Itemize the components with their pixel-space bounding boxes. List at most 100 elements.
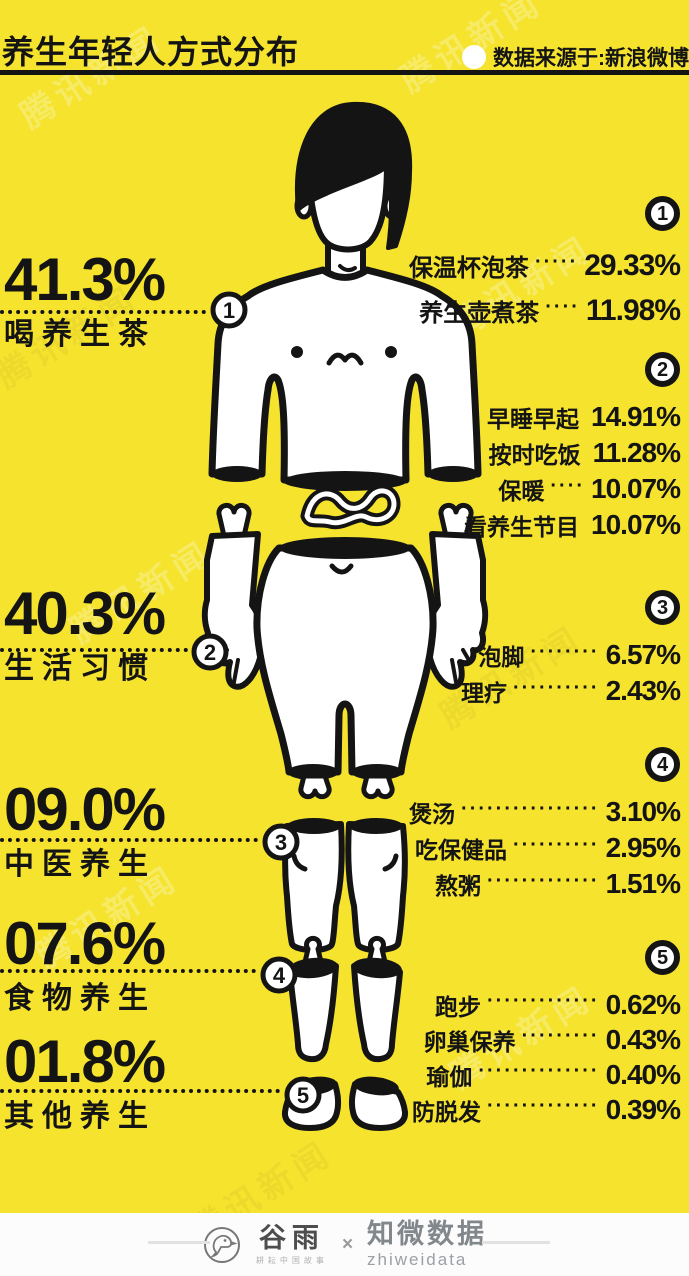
head: [294, 101, 413, 253]
breakdown-row: 养生壶煮茶 ···· 11.98%: [378, 288, 681, 333]
stat-block-habits: 40.3% 生活习惯: [4, 580, 166, 685]
row-value: 3.10%: [605, 796, 681, 827]
row-dots: ····: [550, 474, 586, 497]
row-dots: ·············: [487, 1095, 600, 1117]
source-bullet-icon: [462, 45, 486, 69]
row-value: 0.62%: [605, 988, 681, 1020]
stat-block-tea: 41.3% 喝养生茶: [4, 246, 166, 351]
guyu-tagline: 耕耘中国故事: [255, 1255, 328, 1265]
breakdown-row: 瑜伽 ·············· 0.40%: [378, 1057, 681, 1092]
stat-percent: 07.6%: [4, 910, 166, 977]
breakdown-row: 煲汤 ················ 3.10%: [378, 794, 681, 830]
title-divider: [0, 70, 689, 75]
stat-category: 其他养生: [4, 1100, 156, 1133]
stat-percent: 40.3%: [4, 580, 166, 647]
row-label: 理疗: [460, 680, 507, 706]
breakdown-row: 早睡早起 14.91%: [378, 399, 681, 435]
leader-line-3: [0, 838, 258, 842]
guyu-logo-text: 谷雨: [258, 1222, 325, 1254]
row-value: 0.40%: [605, 1058, 681, 1090]
row-label: 卵巢保养: [423, 1028, 516, 1055]
row-label: 早睡早起: [487, 406, 580, 432]
data-source: 数据来源于:新浪微博: [462, 42, 689, 72]
stat-percent: 01.8%: [4, 1028, 166, 1095]
collab-x-separator: ×: [341, 1233, 354, 1255]
guyu-bird-logo-icon: [203, 1226, 240, 1263]
stat-category: 食物养生: [4, 982, 156, 1015]
footer-divider-left: [148, 1241, 210, 1244]
row-dots: ················: [461, 797, 600, 820]
row-value: 14.91%: [591, 401, 681, 432]
body-marker-4: 4: [260, 956, 298, 994]
stat-block-other: 01.8% 其他养生: [4, 1028, 166, 1133]
breakdown-row: 熬粥 ············· 1.51%: [378, 866, 681, 902]
row-label: 看养生节目: [464, 514, 580, 540]
row-dots: ··········: [512, 833, 600, 856]
right-foot: [348, 1076, 408, 1131]
zhiweidata-logo-text: 知微数据: [367, 1219, 488, 1249]
row-dots: ········: [530, 640, 600, 663]
stat-category: 生活习惯: [4, 652, 156, 685]
row-label: 保温杯泡茶: [408, 255, 529, 282]
stat-block-food: 07.6% 食物养生: [4, 910, 166, 1015]
pelvis-thighs: [253, 537, 437, 800]
row-label: 泡脚: [478, 644, 525, 670]
hair: [295, 101, 413, 250]
row-value: 6.57%: [605, 639, 681, 670]
row-dots: ··········: [512, 676, 600, 699]
svg-text:4: 4: [273, 963, 286, 988]
breakdown-row: 理疗 ·········· 2.43%: [378, 673, 681, 709]
row-label: 煲汤: [409, 801, 456, 827]
leader-line-2: [0, 648, 188, 652]
group-number-badge: 5: [645, 940, 680, 975]
svg-text:2: 2: [204, 640, 216, 665]
row-value: 11.98%: [585, 293, 681, 327]
left-shin: [287, 935, 339, 1063]
zhiweidata-logo-block: 知微数据 zhiweidata: [367, 1219, 488, 1269]
row-value: 2.95%: [605, 832, 681, 863]
stat-percent: 41.3%: [4, 246, 166, 313]
breakdown-group-4: 4 煲汤 ················ 3.10% 吃保健品 ·······…: [378, 747, 681, 902]
breakdown-row: 防脱发 ············· 0.39%: [378, 1092, 681, 1127]
breakdown-row: 跑步 ············· 0.62%: [378, 987, 681, 1022]
row-label: 跑步: [435, 993, 481, 1020]
row-label: 防脱发: [412, 1098, 481, 1125]
row-dots: ·········: [521, 1025, 600, 1047]
breakdown-group-5: 5 跑步 ············· 0.62% 卵巢保养 ········· …: [378, 940, 681, 1127]
guyu-logo-block: 谷雨 耕耘中国故事: [256, 1225, 328, 1265]
breakdown-row: 看养生节目 10.07%: [378, 507, 681, 543]
leader-line-4: [0, 969, 256, 973]
stat-percent: 09.0%: [4, 776, 166, 843]
stat-block-tcm: 09.0% 中医养生: [4, 776, 166, 881]
stat-category: 中医养生: [4, 848, 156, 881]
row-dots: ·····: [534, 251, 579, 273]
breakdown-row: 保温杯泡茶 ····· 29.33%: [378, 243, 681, 288]
stat-category: 喝养生茶: [4, 318, 156, 351]
body-marker-5: 5: [284, 1076, 322, 1114]
page-title: 养生年轻人方式分布: [2, 34, 300, 70]
group-number-badge: 2: [645, 352, 680, 387]
breakdown-group-3: 3 泡脚 ········ 6.57% 理疗 ·········· 2.43%: [378, 590, 681, 709]
row-label: 熬粥: [435, 873, 481, 899]
body-marker-3: 3: [262, 823, 300, 861]
breakdown-row: 卵巢保养 ········· 0.43%: [378, 1022, 681, 1057]
row-dots: ·············: [487, 869, 600, 892]
row-dots: ··············: [478, 1060, 600, 1082]
row-label: 保暖: [498, 478, 545, 504]
svg-text:5: 5: [297, 1083, 309, 1108]
footer: 谷雨 耕耘中国故事 × 知微数据 zhiweidata: [0, 1213, 689, 1276]
svg-text:1: 1: [223, 298, 235, 323]
row-value: 29.33%: [584, 248, 681, 282]
row-value: 0.39%: [605, 1093, 681, 1125]
row-label: 按时吃饭: [488, 442, 581, 468]
leader-line-1: [0, 310, 206, 314]
body-illustration: 1 2 3 4 5: [191, 101, 489, 1131]
body-marker-1: 1: [210, 291, 248, 329]
row-value: 1.51%: [605, 868, 681, 899]
leader-line-5: [0, 1089, 280, 1093]
row-dots: ····: [545, 296, 580, 318]
body-marker-2: 2: [191, 633, 229, 671]
group-number-badge: 1: [645, 196, 680, 231]
row-value: 10.07%: [591, 509, 681, 540]
